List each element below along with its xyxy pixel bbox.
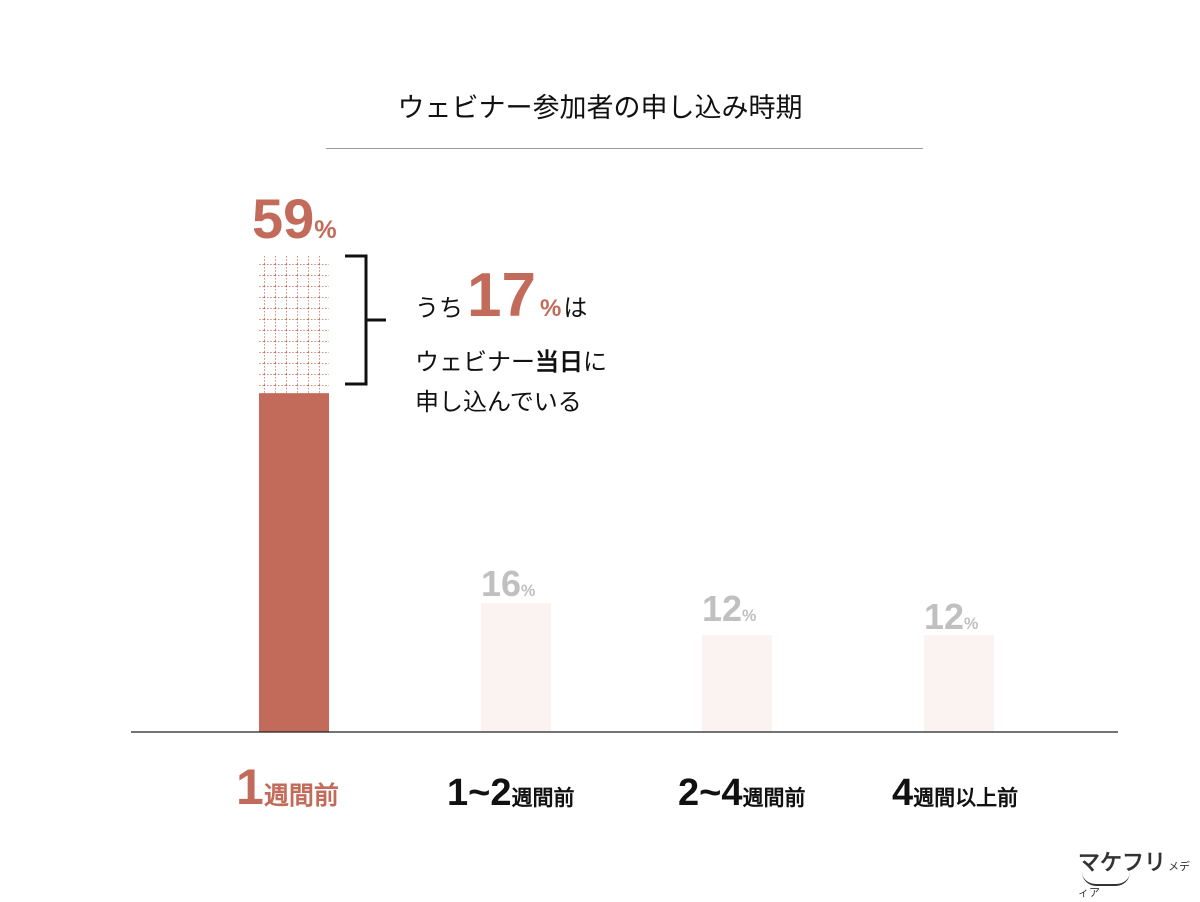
annotation-line3: 申し込んでいる [415, 388, 582, 416]
annotation-highlight-day: 当日 [535, 348, 583, 376]
value-label-2to4weeks: 12% [702, 588, 757, 629]
annotation-bracket [345, 254, 386, 386]
bar-1week-same-day-segment [259, 256, 329, 394]
category-label-4plus-weeks: 4週間以上前 [892, 772, 1019, 814]
category-label-2to4weeks: 2~4週間前 [678, 772, 806, 814]
category-label-1to2weeks: 1~2週間前 [447, 772, 575, 814]
category-label-1week: 1週間前 [236, 759, 339, 815]
chart-title: ウェビナー参加者の申し込み時期 [397, 93, 803, 124]
annotation-line2-a: ウェビナー [415, 348, 535, 376]
value-label-1to2weeks: 16% [481, 563, 536, 604]
annotation-prefix: うち [415, 294, 463, 322]
bar-4plus-weeks [924, 635, 994, 732]
bar-1to2weeks [481, 602, 551, 732]
annotation-suffix: は [563, 294, 588, 322]
logo-smile-icon [1082, 872, 1130, 886]
annotation-text: うち 17 % は ウェビナー当日に 申し込んでいる [415, 261, 607, 422]
title-underline [326, 148, 923, 149]
annotation-value: 17 [467, 261, 536, 330]
annotation-unit: % [539, 295, 562, 322]
bar-2to4weeks [702, 635, 772, 732]
annotation-line2-c: に [583, 348, 607, 376]
value-label-4plus-weeks: 12% [924, 596, 979, 637]
value-label-1week: 59% [252, 187, 337, 250]
